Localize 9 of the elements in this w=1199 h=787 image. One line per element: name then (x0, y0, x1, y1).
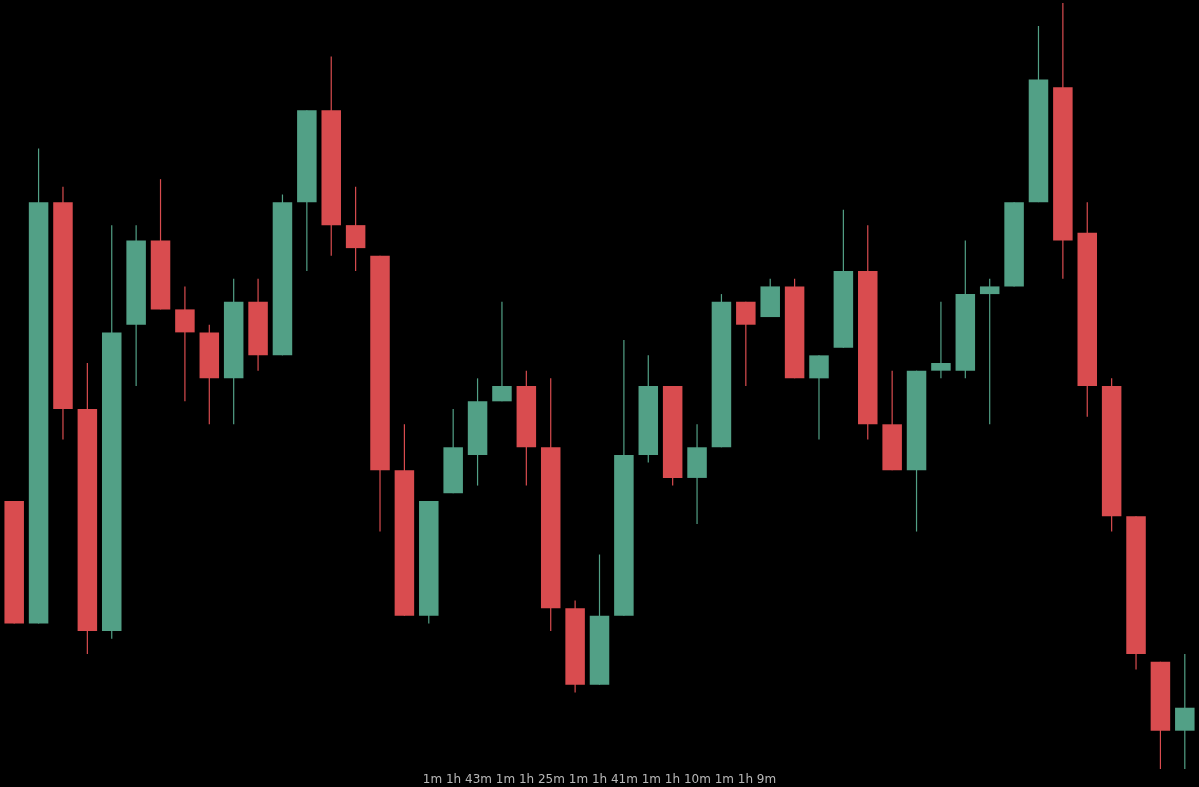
candlestick (492, 301, 512, 402)
candlestick (979, 278, 1000, 425)
candlestick (1175, 653, 1195, 770)
candlestick (175, 285, 195, 402)
candlestick (809, 354, 829, 441)
candlestick (345, 186, 366, 272)
text: 1m 1h 43m 1m 1h 25m 1m 1h 41m 1m 1h 10m 1m 1h 9m (422, 771, 777, 786)
candlestick (736, 301, 756, 387)
candlestick (931, 301, 951, 379)
